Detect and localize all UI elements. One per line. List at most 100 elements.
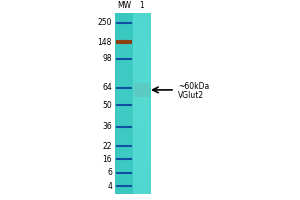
Bar [115, 13, 133, 194]
Bar [117, 152, 149, 153]
Bar [117, 80, 149, 81]
Bar [117, 191, 149, 192]
Bar [117, 125, 149, 126]
Bar [117, 127, 149, 128]
Bar [117, 163, 149, 164]
Bar [117, 91, 149, 92]
Bar [117, 143, 149, 144]
Bar [117, 108, 149, 109]
Bar [117, 90, 149, 91]
Bar [117, 161, 149, 162]
Bar [117, 26, 149, 27]
Bar [117, 111, 149, 112]
Text: 22: 22 [103, 142, 112, 151]
Bar [117, 134, 149, 135]
Bar [117, 101, 149, 102]
Bar [117, 39, 149, 40]
Bar [117, 20, 149, 21]
Bar [117, 171, 149, 172]
Bar [117, 132, 149, 133]
Bar [117, 53, 149, 54]
Bar [117, 175, 149, 176]
Text: 50: 50 [102, 101, 112, 110]
Bar [117, 18, 149, 19]
Bar [117, 32, 149, 33]
Bar [117, 82, 149, 83]
Bar [117, 22, 149, 23]
Bar [117, 190, 149, 191]
Text: 4: 4 [107, 182, 112, 191]
Bar [117, 122, 149, 123]
Bar [117, 57, 149, 58]
Bar [117, 36, 149, 37]
Bar [117, 94, 149, 95]
Bar [117, 170, 149, 171]
Bar [117, 107, 149, 108]
Bar [117, 60, 149, 61]
Bar [117, 25, 149, 26]
Bar [117, 83, 149, 84]
Bar [117, 71, 149, 72]
Bar [117, 63, 149, 64]
Bar [117, 113, 149, 114]
Bar [117, 74, 149, 75]
Bar [117, 130, 149, 131]
Bar [117, 35, 149, 36]
Bar [117, 44, 149, 45]
Bar [117, 179, 149, 180]
Bar [117, 100, 149, 101]
Bar [117, 95, 149, 96]
Bar [117, 24, 149, 25]
Bar [117, 50, 149, 51]
Bar [117, 185, 149, 186]
Bar [117, 165, 149, 166]
Bar [117, 49, 149, 50]
Text: 16: 16 [102, 155, 112, 164]
Bar [117, 140, 149, 141]
Bar [117, 129, 149, 130]
Bar [117, 17, 149, 18]
Bar [117, 69, 149, 70]
Bar [117, 72, 149, 73]
Bar [117, 110, 149, 111]
Bar [117, 16, 149, 17]
Bar [117, 188, 149, 189]
Bar [117, 124, 149, 125]
Bar [117, 46, 149, 47]
Bar [117, 138, 149, 139]
Bar [117, 19, 149, 20]
Bar [117, 146, 149, 147]
Bar [117, 29, 149, 30]
Bar [117, 112, 149, 113]
Bar [117, 105, 149, 106]
Bar [117, 166, 149, 167]
Bar [117, 158, 149, 159]
Bar [117, 135, 149, 136]
Bar [117, 118, 149, 119]
Bar [117, 180, 149, 181]
Bar [117, 159, 149, 160]
Bar [117, 97, 149, 98]
Bar [117, 173, 149, 174]
Bar [117, 172, 149, 173]
Bar [117, 189, 149, 190]
Bar [117, 148, 149, 149]
Bar [117, 76, 149, 77]
Bar [117, 157, 149, 158]
Bar [117, 149, 149, 150]
Bar [117, 187, 149, 188]
Text: 36: 36 [102, 122, 112, 131]
Bar [117, 144, 149, 145]
Text: ~60kDa: ~60kDa [178, 82, 209, 91]
Text: 64: 64 [102, 83, 112, 92]
Bar [117, 31, 149, 32]
Bar [117, 59, 149, 60]
Bar [117, 42, 149, 43]
Bar [117, 150, 149, 151]
Text: 1: 1 [140, 1, 144, 10]
Bar [117, 15, 149, 16]
Bar [117, 66, 149, 67]
Bar [117, 48, 149, 49]
Bar [117, 117, 149, 118]
Bar [117, 40, 149, 41]
